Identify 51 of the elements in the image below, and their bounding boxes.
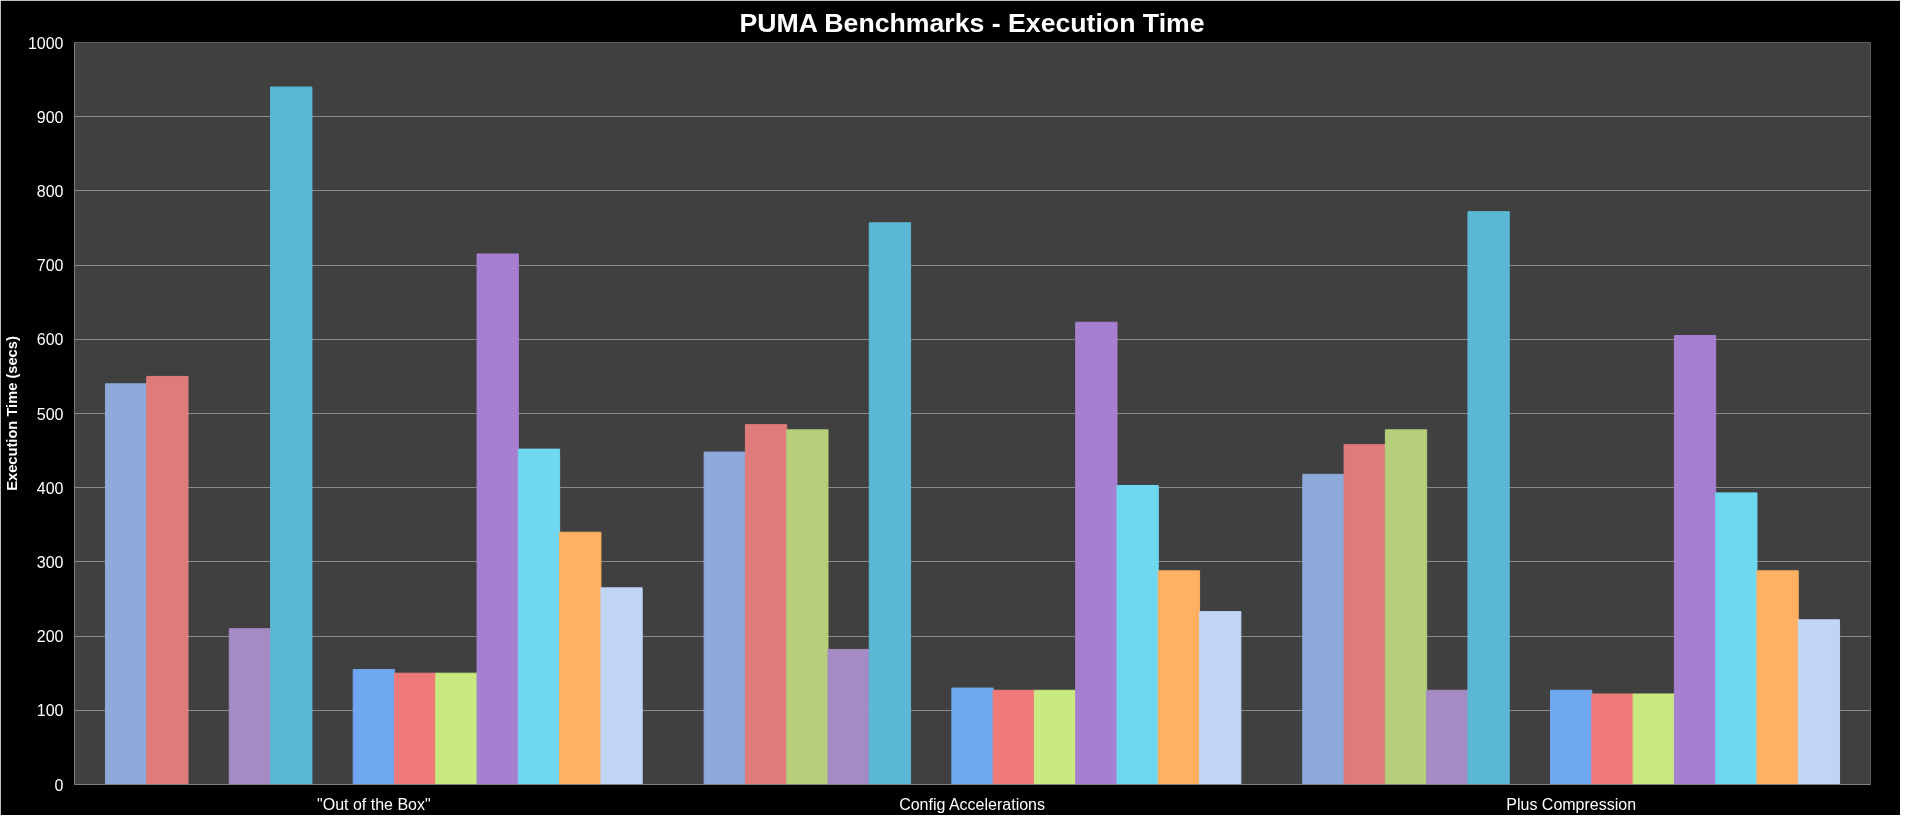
x-tick-label: Plus Compression (1506, 795, 1637, 813)
bar (1550, 689, 1593, 785)
bar (352, 668, 395, 785)
bar (1591, 693, 1634, 785)
bar (1632, 693, 1675, 785)
bar (517, 448, 561, 785)
y-tick-label: 1000 (27, 34, 64, 52)
y-axis-title: Execution Time (secs) (3, 336, 20, 491)
y-tick-label: 100 (36, 702, 64, 720)
bar (1199, 611, 1242, 785)
bar (435, 672, 478, 785)
y-tick-label: 0 (54, 776, 64, 794)
bar (992, 689, 1035, 785)
bar (228, 628, 272, 785)
y-tick-label: 400 (36, 479, 64, 497)
bar (146, 375, 189, 785)
bar (393, 672, 437, 785)
bar (703, 451, 746, 785)
bar (1302, 473, 1345, 785)
y-tick-label: 300 (36, 553, 64, 571)
y-tick-label: 900 (36, 108, 64, 126)
bar (559, 531, 602, 785)
bar (951, 687, 994, 785)
bar (1467, 211, 1510, 785)
bar (600, 587, 643, 785)
bar (1797, 619, 1841, 785)
y-tick-label: 600 (36, 331, 64, 349)
bar (786, 429, 829, 785)
bar (868, 222, 912, 785)
bar (1157, 570, 1201, 785)
bar (1673, 335, 1717, 785)
y-tick-label: 700 (36, 257, 64, 275)
y-tick-label: 200 (36, 628, 64, 646)
bar (1116, 484, 1159, 785)
bar (476, 253, 519, 785)
bar (744, 424, 788, 785)
bar (1033, 689, 1077, 785)
bar (1343, 444, 1386, 785)
x-tick-label: "Out of the Box" (317, 795, 431, 813)
bar (1426, 689, 1469, 785)
bar (827, 648, 870, 785)
x-tick-label: Config Accelerations (899, 795, 1045, 813)
bar (104, 383, 148, 785)
y-tick-label: 800 (36, 182, 64, 200)
bar (1715, 492, 1758, 785)
bar (1384, 429, 1428, 785)
chart-title: PUMA Benchmarks - Execution Time (739, 7, 1205, 38)
bar (1075, 321, 1118, 785)
bar (270, 86, 313, 785)
y-tick-label: 500 (36, 405, 64, 423)
bar (1756, 570, 1799, 785)
